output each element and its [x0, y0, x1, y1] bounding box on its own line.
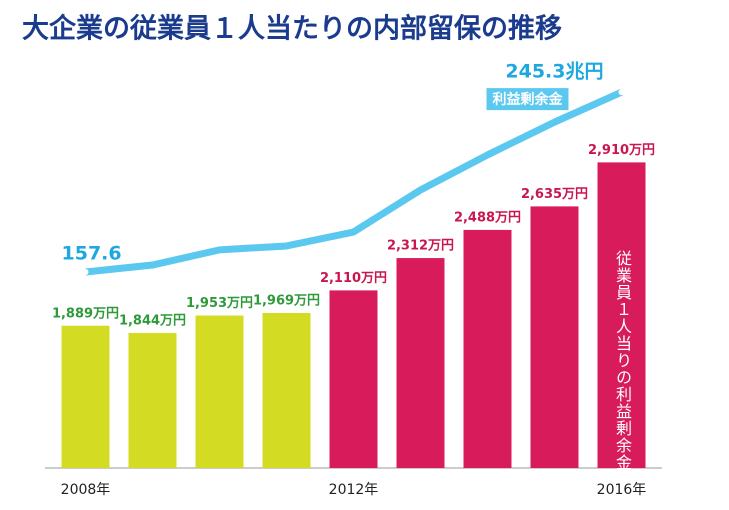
- bar: [128, 332, 177, 468]
- bar-value-label: 1,953万円: [186, 296, 253, 311]
- line-value-label: 245.3兆円: [505, 61, 603, 83]
- line-end-marker: [82, 268, 89, 275]
- line-end-marker: [618, 89, 625, 96]
- bar: [61, 325, 110, 468]
- bar-value-label: 2,110万円: [320, 271, 387, 286]
- bar: [530, 206, 579, 468]
- chart-title: 大企業の従業員１人当たりの内部留保の推移: [22, 13, 562, 45]
- bar-value-label: 2,312万円: [387, 239, 454, 254]
- x-tick-label: 2016年: [597, 482, 647, 498]
- bar-value-label: 1,889万円: [52, 306, 119, 321]
- bar-value-label: 1,844万円: [119, 313, 186, 328]
- x-tick-label: 2012年: [329, 482, 379, 498]
- bar-value-label: 2,488万円: [454, 210, 521, 225]
- line: [85, 88, 623, 276]
- line-value-label: 157.6: [62, 242, 122, 264]
- bar: [396, 258, 445, 468]
- bar: [262, 312, 311, 468]
- bar: [329, 290, 378, 468]
- bar-value-label: 2,635万円: [521, 187, 588, 202]
- x-tick-label: 2008年: [61, 482, 111, 498]
- legend-box: [486, 88, 569, 111]
- bar-series-label: 従業員１人当りの利益剰余金: [613, 250, 632, 471]
- bar-value-label: 2,910万円: [588, 143, 655, 158]
- legend-label: 利益剰余金: [493, 91, 564, 108]
- bar-value-label: 1,969万円: [253, 293, 320, 308]
- bar: [597, 162, 646, 468]
- bar: [463, 229, 512, 468]
- bar: [195, 315, 244, 468]
